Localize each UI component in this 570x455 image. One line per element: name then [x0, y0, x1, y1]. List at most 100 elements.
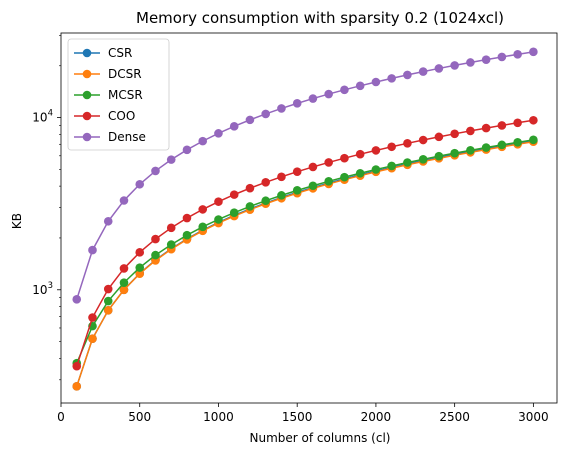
data-point	[355, 81, 365, 91]
x-tick-label: 2000	[361, 410, 392, 424]
data-point	[214, 129, 223, 138]
series-csr	[72, 136, 538, 391]
data-point	[434, 64, 444, 73]
data-point	[355, 168, 365, 178]
data-point	[308, 162, 318, 172]
data-point	[103, 284, 113, 294]
data-point	[229, 122, 239, 131]
data-point	[481, 123, 491, 133]
data-point	[308, 94, 318, 103]
data-point	[72, 361, 82, 371]
data-point	[245, 115, 255, 125]
data-point	[166, 223, 176, 233]
data-point	[119, 264, 129, 273]
data-point	[340, 153, 349, 163]
legend-item-dense: Dense	[74, 130, 146, 144]
data-point	[261, 109, 270, 119]
data-point	[340, 85, 349, 95]
data-point	[403, 70, 412, 80]
data-point	[198, 205, 208, 214]
y-tick-base: 10	[32, 111, 47, 125]
legend-label: Dense	[108, 130, 146, 144]
data-point	[182, 213, 192, 223]
data-point	[497, 140, 507, 150]
data-point	[371, 165, 381, 174]
data-point	[88, 334, 97, 343]
x-tick-label: 1000	[203, 410, 234, 424]
data-point	[292, 186, 302, 195]
legend-item-coo: COO	[74, 109, 135, 123]
data-point	[119, 285, 129, 295]
data-point	[135, 263, 145, 272]
legend-label: DCSR	[108, 67, 142, 81]
data-point	[434, 132, 444, 142]
series-line-mcsr	[76, 139, 534, 364]
y-tick-base: 10	[32, 283, 47, 297]
data-point	[261, 177, 270, 187]
data-point	[513, 118, 522, 128]
data-point	[403, 158, 412, 167]
data-point	[198, 222, 208, 232]
data-point	[103, 296, 113, 306]
data-point	[371, 77, 381, 87]
legend-marker	[82, 48, 92, 58]
data-point	[450, 148, 459, 158]
x-tick-label: 1500	[282, 410, 313, 424]
y-tick-exponent: 3	[48, 281, 53, 291]
data-point	[529, 135, 538, 145]
legend: CSR DCSR MCSR COO Dense	[67, 38, 170, 151]
series-coo	[72, 115, 538, 371]
data-point	[324, 177, 333, 186]
data-point	[403, 139, 412, 148]
y-tick-label: 104	[32, 109, 53, 125]
data-point	[214, 215, 223, 224]
data-point	[529, 115, 538, 125]
data-point	[277, 172, 286, 182]
data-point	[292, 99, 302, 108]
x-axis-label: Number of columns (cl)	[250, 431, 391, 445]
data-point	[387, 142, 396, 152]
plot-frame	[60, 32, 558, 404]
data-point	[292, 167, 302, 177]
data-point	[72, 382, 82, 391]
data-point	[166, 155, 176, 164]
data-point	[481, 55, 491, 64]
x-tick-label: 2500	[439, 410, 470, 424]
series-layer	[72, 47, 538, 391]
data-point	[418, 67, 428, 76]
data-point	[308, 181, 318, 191]
legend-label: CSR	[108, 46, 132, 60]
data-point	[135, 248, 145, 257]
data-point	[466, 126, 475, 136]
data-point	[135, 269, 145, 278]
legend-item-dcsr: DCSR	[74, 67, 142, 81]
data-point	[151, 250, 160, 260]
data-point	[387, 161, 396, 171]
legend-marker	[82, 132, 92, 142]
legend-label: COO	[108, 109, 135, 123]
data-point	[450, 61, 459, 70]
data-point	[497, 121, 507, 130]
data-point	[103, 216, 113, 226]
data-point	[513, 50, 522, 59]
legend-marker	[82, 69, 92, 79]
data-point	[450, 129, 459, 139]
series-dcsr	[72, 137, 538, 391]
legend-item-csr: CSR	[74, 46, 132, 60]
legend-label: MCSR	[108, 88, 143, 102]
legend-marker	[82, 111, 92, 121]
legend-box	[67, 38, 170, 151]
data-point	[324, 158, 333, 167]
data-point	[229, 190, 239, 199]
data-point	[214, 197, 223, 206]
data-point	[88, 313, 97, 322]
data-point	[103, 306, 113, 315]
data-point	[182, 145, 192, 155]
data-point	[119, 278, 129, 287]
data-point	[277, 104, 286, 113]
data-point	[371, 146, 381, 155]
series-line-coo	[76, 119, 534, 367]
data-point	[513, 138, 522, 147]
data-point	[481, 143, 491, 152]
